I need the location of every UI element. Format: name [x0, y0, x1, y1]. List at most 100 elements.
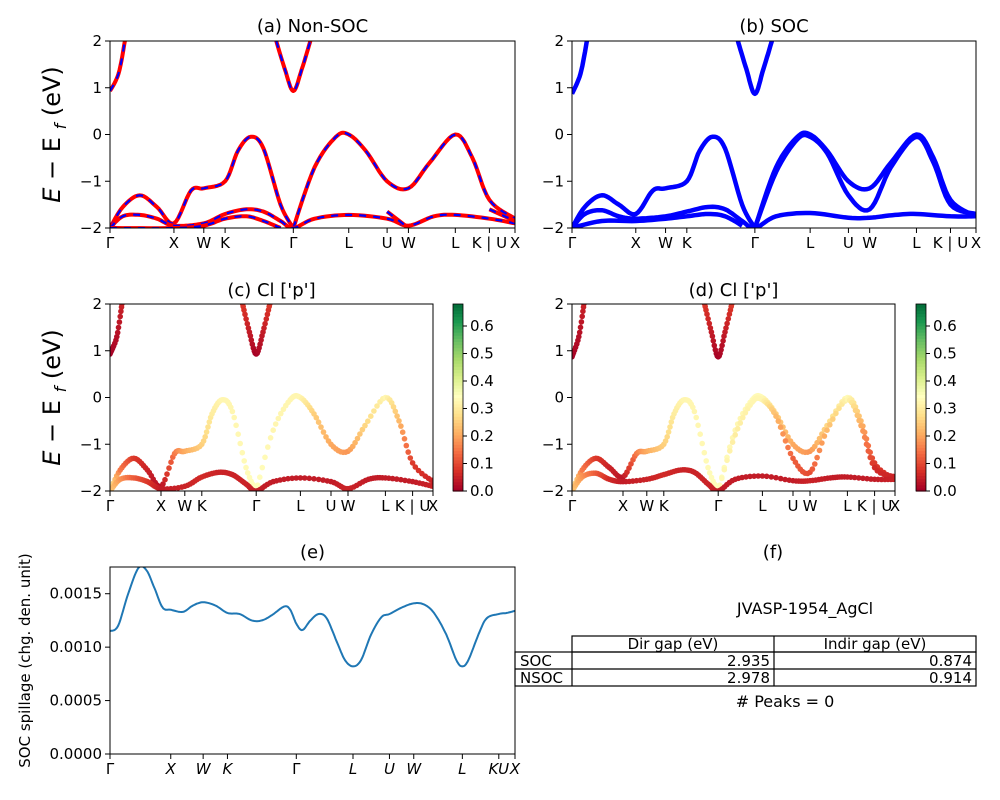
projected-band-point: [320, 477, 326, 483]
colorbar-segment: [916, 413, 926, 417]
kpoint-label: L: [912, 234, 921, 252]
colorbar-segment: [453, 341, 463, 346]
projected-band-point: [237, 440, 243, 447]
projected-band-point: [390, 404, 397, 410]
colorbar-segment: [916, 422, 926, 427]
colorbar-segment: [453, 313, 463, 318]
projected-band-point: [430, 478, 433, 485]
projected-band-point: [833, 410, 839, 417]
projected-band-point: [285, 475, 291, 482]
projected-band-point: [200, 438, 207, 444]
projected-band-point: [579, 313, 585, 320]
projected-band-point: [869, 460, 876, 467]
colorbar-segment: [916, 434, 926, 439]
projected-band-point: [693, 414, 699, 421]
colorbar-segment: [916, 341, 926, 346]
projected-band-point: [374, 403, 380, 409]
projected-band-point: [354, 435, 361, 442]
kpoint-label: X: [971, 234, 981, 252]
panel-title-b: (b) SOC: [739, 16, 808, 37]
projected-band-point: [275, 415, 282, 422]
y-axis-label: E − E f (eV): [38, 329, 70, 466]
y-tick-label: 0: [554, 126, 564, 144]
colorbar-segment: [453, 332, 463, 336]
colorbar-tick-label: 0.5: [470, 345, 494, 363]
projected-band-point: [703, 458, 709, 464]
colorbar-segment: [916, 475, 926, 480]
projected-band-point: [785, 444, 791, 451]
projected-band-point: [705, 464, 711, 471]
kpoint-label: W: [196, 760, 212, 778]
band-line-overlay: [292, 131, 515, 228]
panel-title-c: (c) Cl ['p']: [227, 280, 315, 301]
colorbar-segment: [916, 378, 926, 383]
projected-band-point: [352, 439, 358, 446]
projected-band-point: [365, 418, 371, 425]
table-cell-soc-dir: 2.935: [727, 652, 770, 670]
projected-band-point: [297, 475, 304, 481]
projected-band-point: [306, 475, 313, 482]
kpoint-label: X: [156, 497, 166, 515]
kpoint-label: X: [510, 234, 520, 252]
kpoint-label: L: [806, 234, 815, 252]
colorbar-tick-label: 0.3: [470, 400, 494, 418]
colorbar-segment: [453, 472, 463, 477]
kpoint-label: KU: [489, 760, 510, 778]
projected-band-point: [809, 466, 816, 472]
projected-band-point: [690, 404, 696, 411]
colorbar-segment: [453, 369, 463, 374]
kpoint-label: Γ: [106, 760, 115, 778]
colorbar-segment: [916, 400, 926, 405]
band-line: [572, 204, 976, 228]
projected-band-point: [852, 407, 859, 414]
projected-band-point: [229, 408, 236, 415]
y-tick-label: −2: [542, 219, 564, 237]
projected-band-point: [710, 338, 717, 344]
projected-band-point: [258, 337, 264, 343]
projected-band-point: [816, 447, 823, 454]
projected-band-point: [392, 408, 399, 415]
colorbar-segment: [916, 462, 926, 467]
projected-band-point: [399, 429, 406, 436]
projected-band-point: [732, 432, 738, 438]
kpoint-label: X: [890, 497, 900, 515]
kpoint-label: W: [639, 497, 654, 515]
projected-band-point: [396, 418, 402, 424]
projected-band-point: [856, 417, 862, 424]
projected-band-point: [706, 320, 713, 327]
table-header-indir-gap: Indir gap (eV): [824, 635, 927, 653]
projected-band-point: [362, 422, 368, 429]
colorbar-segment: [453, 428, 463, 433]
projected-band-point: [734, 425, 741, 432]
colorbar-segment: [453, 378, 463, 383]
projected-band-point: [168, 459, 174, 466]
y-axis-label: SOC spillage (chg. den. unit): [16, 553, 34, 768]
colorbar-segment: [453, 438, 463, 442]
band-line: [274, 41, 313, 93]
projected-band-point: [668, 419, 675, 425]
colorbar-segment: [916, 456, 926, 461]
colorbar-tick-label: 0.1: [933, 455, 957, 473]
colorbar-segment: [916, 335, 926, 339]
colorbar-segment: [453, 353, 463, 358]
projected-band-point: [278, 410, 284, 417]
band-line-overlay: [110, 41, 126, 92]
colorbar-segment: [453, 375, 463, 380]
projected-band-point: [706, 470, 713, 476]
kpoint-label: X: [169, 234, 179, 252]
colorbar-segment: [453, 335, 463, 339]
colorbar-tick-label: 0.4: [470, 372, 494, 390]
band-line: [752, 132, 976, 228]
projected-band-point: [768, 474, 775, 480]
colorbar-segment: [916, 319, 926, 324]
plot-area-b: [572, 41, 976, 228]
projected-band-point: [747, 473, 753, 480]
colorbar-segment: [916, 369, 926, 374]
kpoint-label: X: [509, 760, 521, 778]
colorbar-segment: [916, 366, 926, 371]
colorbar-tick-label: 0.0: [470, 482, 494, 500]
colorbar-d: 0.0 0.1 0.2 0.3 0.4 0.5 0.6: [915, 303, 957, 500]
projected-band-point: [264, 311, 271, 318]
y-tick-label: 0: [554, 389, 564, 407]
kpoint-label: K | U: [395, 497, 430, 515]
